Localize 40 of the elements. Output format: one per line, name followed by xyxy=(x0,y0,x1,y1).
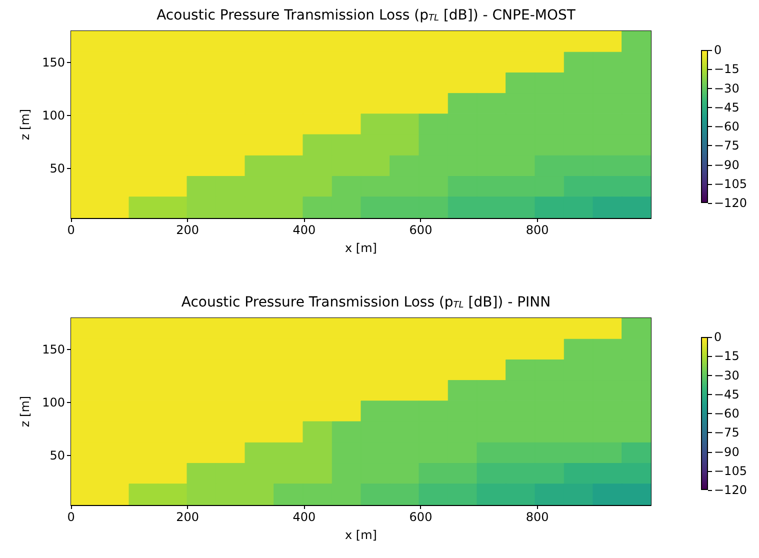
color-bar-label: −30 xyxy=(714,81,740,96)
y-tick-label: 100 xyxy=(42,396,65,410)
color-bar-label: −120 xyxy=(714,196,747,210)
color-bar-label: −90 xyxy=(714,158,740,172)
x-tick-label: 600 xyxy=(409,510,432,524)
y-tick-label: 50 xyxy=(50,161,65,176)
y-tick-label: 150 xyxy=(42,56,65,70)
color-bar-label: −75 xyxy=(714,138,740,153)
x-tick-label: 800 xyxy=(526,223,549,237)
color-bar-label: −30 xyxy=(714,368,740,382)
color-bar-label: −15 xyxy=(714,62,740,76)
color-bar-label: 0 xyxy=(714,43,722,57)
y-tick-label: 100 xyxy=(42,108,65,123)
x-tick-label: 800 xyxy=(526,510,549,524)
color-bar-label: 0 xyxy=(714,330,722,344)
x-axis-title: x [m] xyxy=(345,528,377,542)
chart-title: Acoustic Pressure Transmission Loss (pTL [dB]) - PINN xyxy=(181,294,551,310)
y-tick-label: 50 xyxy=(50,448,65,462)
x-tick-label: 200 xyxy=(176,223,200,237)
color-bar-label: −15 xyxy=(714,349,740,364)
color-bar-label: −45 xyxy=(714,100,740,114)
color-bar-label: −45 xyxy=(714,387,740,402)
y-axis-title: z [m] xyxy=(18,108,32,140)
color-bar-label: −105 xyxy=(714,176,747,191)
x-tick-label: 400 xyxy=(292,510,316,524)
color-bar-label: −90 xyxy=(714,444,740,459)
y-axis-title: z [m] xyxy=(18,396,32,428)
color-bar-label: −105 xyxy=(714,464,747,478)
x-tick-label: 0 xyxy=(67,510,75,524)
chart-title: Acoustic Pressure Transmission Loss (pTL [dB]) - CNPE-MOST xyxy=(156,8,576,24)
x-tick-label: 600 xyxy=(409,223,432,237)
color-bar-label: −60 xyxy=(714,406,740,420)
color-bar-label: −120 xyxy=(714,483,747,497)
x-tick-label: 200 xyxy=(176,510,200,524)
x-tick-label: 400 xyxy=(292,223,316,237)
y-tick-label: 150 xyxy=(42,342,65,357)
x-axis-title: x [m] xyxy=(345,241,377,255)
x-tick-label: 0 xyxy=(67,223,75,237)
color-bar-label: −60 xyxy=(714,120,740,134)
color-bar-label: −75 xyxy=(714,426,740,440)
